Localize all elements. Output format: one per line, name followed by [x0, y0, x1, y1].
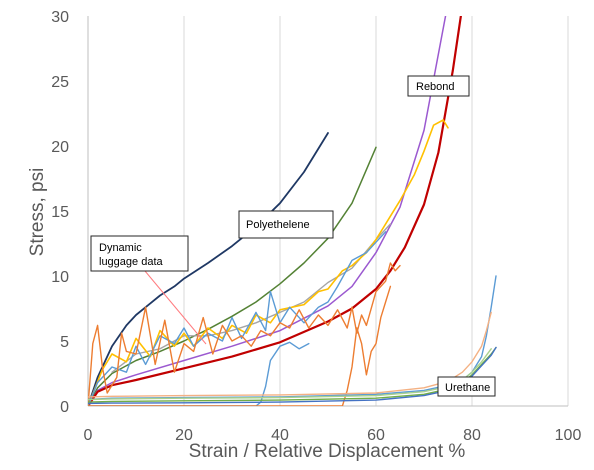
- x-tick-label: 20: [175, 427, 193, 444]
- polyethelene-label: Polyethelene: [246, 219, 310, 231]
- rebond-callout: Rebond: [407, 75, 470, 97]
- series-line-9: [88, 341, 310, 406]
- x-tick-label: 40: [271, 427, 289, 444]
- urethane-callout: Urethane: [437, 376, 496, 397]
- y-tick-label: 20: [51, 139, 69, 156]
- x-tick-label: 60: [367, 427, 385, 444]
- series-line-12: [88, 311, 492, 398]
- y-tick-label: 0: [60, 399, 69, 416]
- series-line-6: [88, 119, 449, 406]
- urethane-label: Urethane: [445, 382, 490, 394]
- series-line-5: [111, 223, 392, 373]
- y-tick-label: 30: [51, 9, 69, 26]
- y-tick-label: 15: [51, 204, 69, 221]
- dynamic-luggage-callout: Dynamic luggage data: [90, 235, 189, 272]
- y-tick-label: 25: [51, 74, 69, 91]
- x-tick-label: 100: [555, 427, 582, 444]
- series-line-8: [88, 262, 401, 406]
- series-line-7: [88, 231, 387, 406]
- series-line-14: [88, 346, 497, 403]
- series-lines: [88, 16, 497, 406]
- polyethelene-callout: Polyethelene: [238, 210, 334, 239]
- x-tick-labels: 0 20 40 60 80 100: [84, 427, 582, 444]
- series-line-3: [88, 16, 447, 406]
- x-axis-title: Strain / Relative Displacement %: [189, 441, 466, 462]
- dynamic-luggage-line-1: Dynamic: [99, 242, 142, 254]
- rebond-label: Rebond: [416, 81, 455, 93]
- dynamic-luggage-line-2: luggage data: [99, 256, 163, 268]
- series-line-4: [88, 16, 462, 406]
- series-line-15: [88, 346, 497, 405]
- dynamic-luggage-leader-line: [144, 270, 207, 345]
- y-tick-label: 5: [60, 334, 69, 351]
- dynamic-luggage-label: Dynamic luggage data: [99, 242, 163, 268]
- x-tick-label: 0: [84, 427, 93, 444]
- y-axis-title: Stress, psi: [27, 168, 48, 257]
- series-line-13: [88, 348, 492, 401]
- y-tick-labels: 0 5 10 15 20 25 30: [51, 9, 69, 416]
- x-tick-label: 80: [463, 427, 481, 444]
- y-tick-label: 10: [51, 269, 69, 286]
- series-line-2: [88, 146, 377, 406]
